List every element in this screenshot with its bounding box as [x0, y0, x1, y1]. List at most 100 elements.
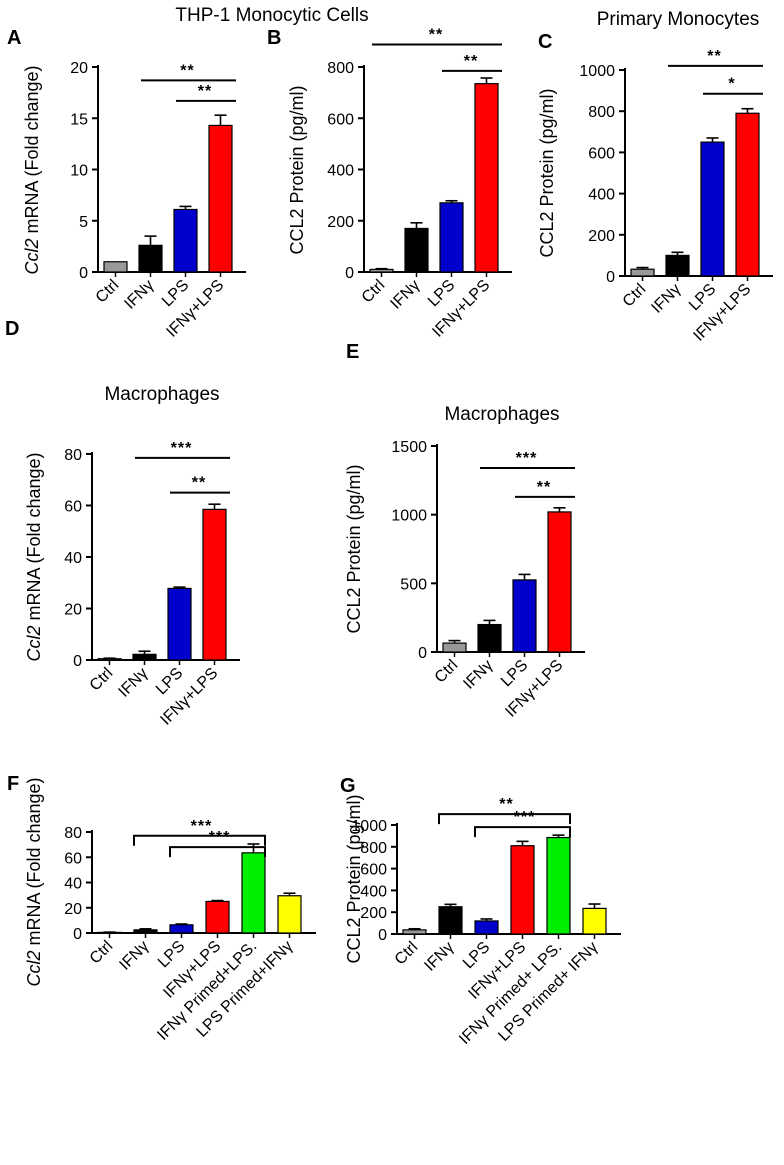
bar-G-2: [474, 920, 499, 935]
chart-panel-E: E 0 500 1000 1500 CCL2 Protein (pg/ml) Ctrl IFN…: [344, 341, 585, 721]
y-axis-label-A: Ccl2 mRNA (Fold change): [22, 65, 42, 274]
y-tick-label-E: 0: [418, 645, 427, 662]
category-label-F: Ctrl: [87, 938, 117, 968]
bar-D-1: [132, 653, 157, 661]
y-axis-label-text: CCL2 Protein (pg/ml): [344, 464, 364, 633]
bar-C-2: [700, 141, 725, 277]
y-tick-label-D: 0: [73, 653, 82, 670]
bar-B-3: [474, 83, 499, 273]
y-tick-label-A: 10: [70, 163, 88, 180]
y-tick-label-G: 400: [360, 883, 387, 900]
significance-bracket-F: [169, 846, 266, 858]
bar-A-0: [103, 261, 128, 273]
y-tick-label-A: 5: [79, 214, 88, 231]
bar-A-2: [173, 208, 198, 273]
title-macrophages-e: Macrophages: [444, 404, 559, 425]
panel-letter-G: G: [340, 775, 356, 797]
significance-label-D: ***: [171, 440, 193, 457]
category-label-B: IFNγ: [387, 277, 423, 313]
y-tick-label-G: 200: [360, 905, 387, 922]
category-label-G: Ctrl: [392, 939, 422, 969]
y-axis-label-text: CCL2 Protein (pg/ml): [537, 88, 557, 257]
panel-letter-E: E: [346, 341, 359, 363]
y-tick-label-D: 40: [64, 550, 82, 567]
y-axis-label-G: CCL2 Protein (pg/ml): [344, 794, 364, 963]
bar-B-2: [439, 202, 464, 273]
significance-label-F: ***: [191, 818, 213, 835]
y-tick-label-G: 600: [360, 862, 387, 879]
bar-D-2: [167, 587, 192, 661]
y-tick-label-C: 400: [588, 187, 615, 204]
chart-panel-B: B 0 200 400 600 800 CCL2 Protein (pg/ml) Ctrl IF…: [267, 26, 512, 341]
significance-label-A: **: [198, 83, 212, 100]
category-label-A: IFNγ: [121, 277, 157, 313]
bar-G-0: [402, 929, 427, 935]
y-tick-label-A: 0: [79, 265, 88, 282]
y-tick-label-G: 1000: [351, 818, 387, 835]
significance-label-E: **: [537, 479, 551, 496]
y-axis-label-text: mRNA (Fold change): [24, 777, 44, 950]
y-tick-label-E: 1500: [391, 439, 427, 456]
bar-D-0: [97, 658, 122, 661]
y-axis-label-text: mRNA (Fold change): [24, 452, 44, 625]
panel-letter-F: F: [7, 773, 19, 795]
y-axis-label-text: CCL2 Protein (pg/ml): [287, 85, 307, 254]
y-tick-label-B: 800: [327, 60, 354, 77]
significance-bracket-G: [438, 813, 571, 825]
y-axis-label-text: mRNA (Fold change): [22, 65, 42, 238]
category-label-A: Ctrl: [93, 277, 123, 307]
bar-A-3: [208, 124, 233, 273]
y-axis-label-F: Ccl2 mRNA (Fold change): [24, 777, 44, 986]
title-thp1: THP-1 Monocytic Cells: [175, 5, 368, 26]
significance-label-F: ***: [209, 829, 231, 846]
chart-panel-F: F 0 20 40 60 80 Ccl2 mRNA (Fold change) Ctrl IFN…: [7, 773, 316, 1044]
bar-B-0: [369, 268, 394, 273]
y-tick-label-A: 20: [70, 60, 88, 77]
bar-G-3: [510, 845, 535, 935]
y-tick-label-B: 200: [327, 214, 354, 231]
y-axis-label-italic: Ccl2: [24, 626, 44, 662]
bar-E-3: [547, 511, 572, 653]
significance-label-G: **: [499, 796, 513, 813]
significance-label-G: ***: [514, 809, 536, 826]
bar-C-0: [630, 268, 655, 277]
significance-label-E: ***: [516, 450, 538, 467]
y-tick-label-D: 60: [64, 499, 82, 516]
bar-F-1: [133, 929, 158, 934]
significance-label-D: **: [192, 475, 206, 492]
y-tick-label-E: 500: [400, 576, 427, 593]
category-label-D: IFNγ: [115, 665, 151, 701]
bar-G-5: [582, 907, 607, 935]
bar-G-4: [546, 836, 571, 935]
category-label-C: IFNγ: [648, 281, 684, 317]
y-axis-label-E: CCL2 Protein (pg/ml): [344, 464, 364, 633]
bar-D-3: [202, 508, 227, 661]
y-axis-label-text: CCL2 Protein (pg/ml): [344, 794, 364, 963]
panel-letter-C: C: [538, 31, 552, 53]
title-macrophages-d: Macrophages: [104, 384, 219, 405]
y-tick-label-C: 0: [606, 269, 615, 286]
y-tick-label-B: 400: [327, 163, 354, 180]
bar-B-1: [404, 227, 429, 273]
y-axis-label-italic: Ccl2: [22, 239, 42, 275]
y-tick-label-F: 60: [64, 850, 82, 867]
y-tick-label-D: 80: [64, 447, 82, 464]
category-label-C: Ctrl: [620, 281, 650, 311]
significance-label-B: **: [429, 26, 443, 43]
y-tick-label-B: 0: [345, 265, 354, 282]
category-label-B: Ctrl: [359, 277, 389, 307]
title-primary-monocytes: Primary Monocytes: [597, 9, 760, 30]
bar-C-3: [735, 112, 760, 277]
chart-panel-A: A 0 5 10 15 20 Ccl2 mRNA (Fold change) Ctrl IFNγ…: [7, 27, 246, 341]
bar-E-1: [477, 623, 502, 653]
bar-F-2: [169, 924, 194, 934]
y-tick-label-F: 80: [64, 825, 82, 842]
category-label-F: IFNγ: [116, 938, 152, 974]
y-tick-label-C: 1000: [579, 63, 615, 80]
significance-label-C: *: [728, 76, 735, 93]
significance-label-B: **: [464, 53, 478, 70]
category-label-E: Ctrl: [432, 657, 462, 687]
significance-label-A: **: [180, 62, 194, 79]
